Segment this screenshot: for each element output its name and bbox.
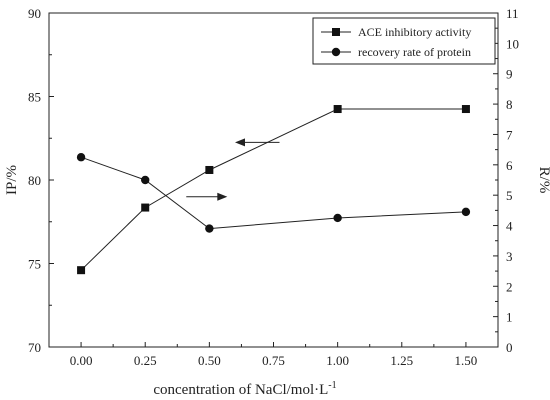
marker-square [333, 105, 342, 114]
marker-circle [461, 207, 471, 217]
marker-circle [333, 213, 342, 223]
ticks [49, 12, 498, 348]
legend-label-recovery: recovery rate of protein [358, 45, 471, 59]
arrow-right-head [217, 192, 228, 201]
y-left-tick-label: 85 [28, 90, 41, 105]
series-line-1 [80, 156, 466, 230]
y-right-tick-label: 10 [506, 36, 519, 51]
x-tick-label: 0.50 [198, 353, 221, 368]
x-tick-label: 1.25 [390, 353, 413, 368]
annotations [186, 138, 280, 201]
y-axis-right-title: R/% [536, 167, 550, 194]
tick-labels: 0.00 0.25 0.50 0.75 1.00 1.25 1.50707580859001… [28, 6, 519, 368]
arrow-left-head [235, 138, 246, 147]
y-axis-left-title: IP/% [4, 165, 20, 195]
marker-square [205, 165, 214, 174]
y-left-tick-label: 80 [28, 173, 41, 188]
legend: ACE inhibitory activity recovery rate of… [312, 17, 496, 65]
marker-circle [205, 224, 214, 233]
y-right-tick-label: 5 [506, 188, 513, 203]
y-right-tick-label: 7 [506, 127, 513, 142]
markers [76, 105, 471, 275]
legend-box [312, 17, 496, 65]
y-right-tick-label: 0 [506, 340, 513, 355]
y-left-tick-label: 90 [28, 6, 41, 21]
marker-square [461, 105, 470, 114]
x-axis-title: concentration of NaCl/mol·L-1 [153, 380, 336, 398]
x-axis-title-main: concentration of NaCl/mol·L [153, 382, 328, 398]
marker-circle [76, 153, 86, 162]
x-tick-label: 0.00 [70, 353, 93, 368]
y-right-tick-label: 2 [506, 279, 513, 294]
series-line-0 [80, 108, 466, 271]
y-left-tick-label: 75 [28, 257, 41, 272]
y-right-tick-label: 3 [506, 249, 513, 264]
marker-circle [141, 175, 150, 185]
y-right-tick-label: 9 [506, 67, 513, 82]
legend-marker-square [332, 28, 340, 36]
x-axis-title-superscript: -1 [328, 380, 336, 391]
legend-label-ace: ACE inhibitory activity [358, 25, 471, 39]
x-tick-label: 0.25 [134, 353, 157, 368]
y-right-tick-label: 8 [506, 97, 513, 112]
y-right-tick-label: 6 [506, 158, 513, 173]
x-tick-label: 1.50 [455, 353, 478, 368]
marker-square [77, 266, 86, 275]
x-tick-label: 1.00 [326, 353, 349, 368]
x-tick-label: 0.75 [262, 353, 285, 368]
marker-square [141, 203, 150, 212]
series-lines [80, 108, 466, 271]
legend-marker-circle [331, 47, 341, 57]
y-right-tick-label: 1 [506, 310, 513, 325]
y-right-tick-label: 11 [506, 6, 519, 21]
y-right-tick-label: 4 [506, 219, 513, 234]
y-left-tick-label: 70 [28, 340, 41, 355]
